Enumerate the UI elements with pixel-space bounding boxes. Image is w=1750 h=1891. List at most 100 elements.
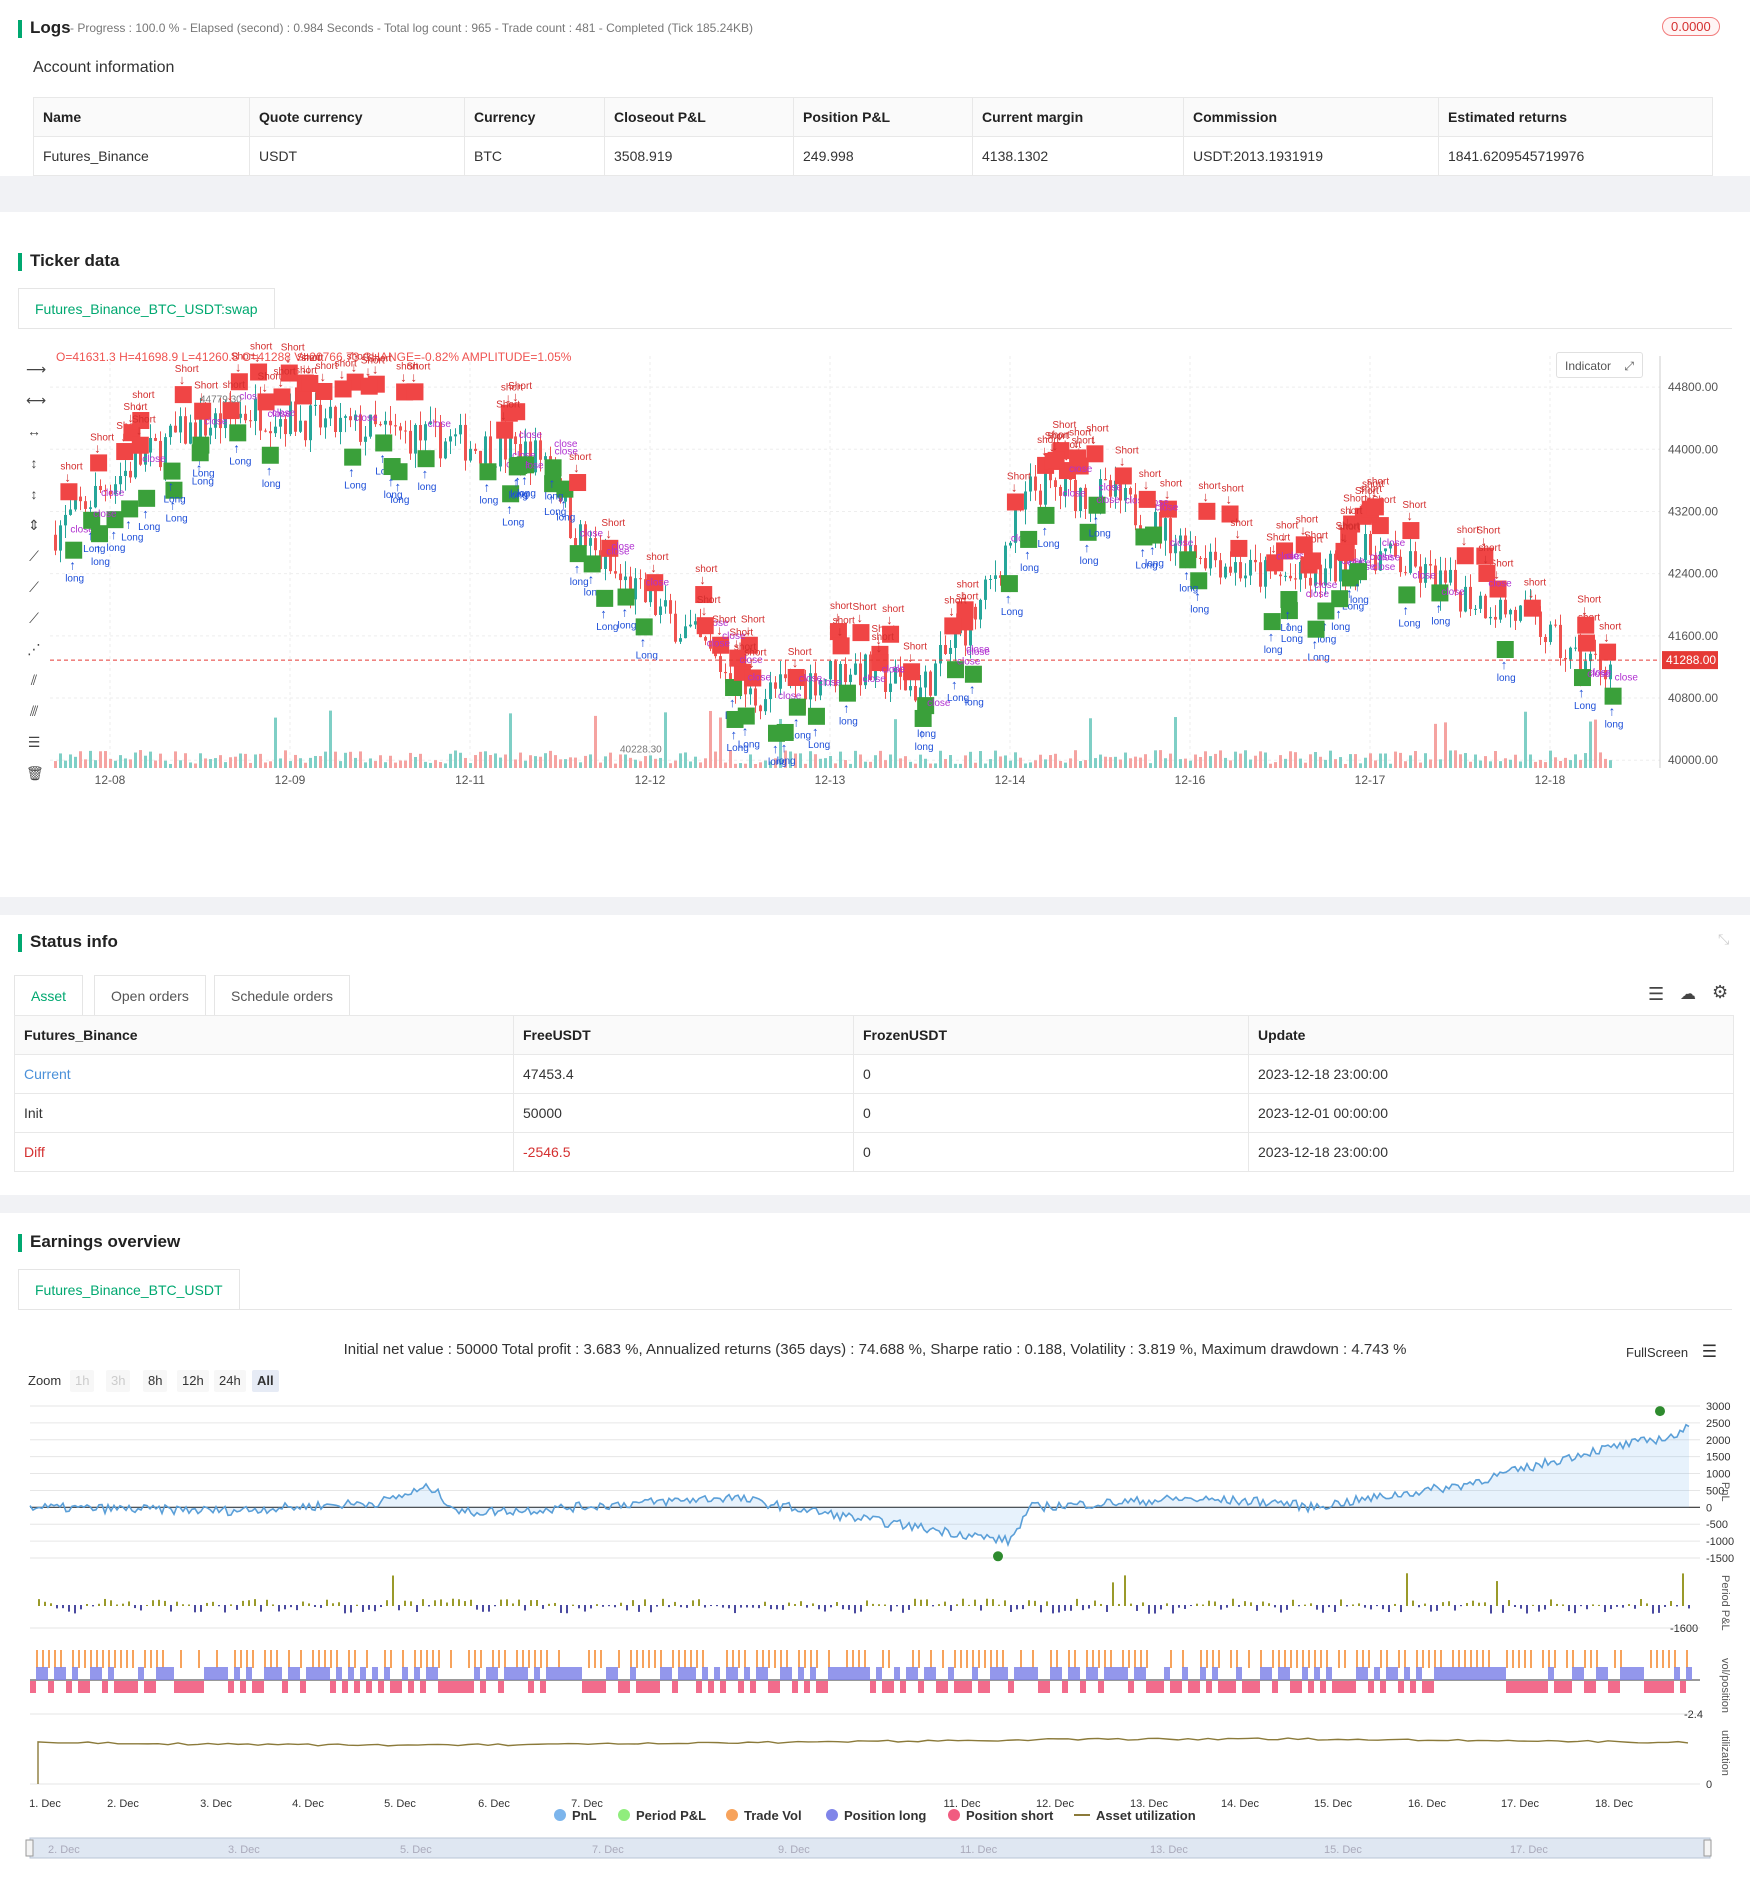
segment-line-icon[interactable]: ⟋ bbox=[29, 610, 39, 626]
period-pnl-bar bbox=[446, 1602, 448, 1606]
zoom-12h[interactable]: 12h bbox=[177, 1370, 209, 1392]
volume-bar bbox=[224, 762, 227, 768]
fullscreen-button[interactable]: FullScreen ☰ bbox=[1626, 1342, 1717, 1362]
candle-body bbox=[1184, 535, 1187, 563]
candle-body bbox=[1399, 556, 1402, 573]
candle-body bbox=[114, 484, 117, 495]
candle-body bbox=[99, 485, 102, 491]
candle-body bbox=[514, 436, 517, 445]
expand-icon[interactable]: ⤢ bbox=[1624, 359, 1634, 373]
legend-asset-utilization[interactable]: Asset utilization bbox=[1074, 1808, 1196, 1823]
period-pnl-bar bbox=[1502, 1605, 1504, 1613]
ticker-tab[interactable]: Futures_Binance_BTC_USDT:swap bbox=[18, 288, 275, 328]
trade-vol-bar bbox=[474, 1650, 476, 1668]
trade-vol-bar bbox=[42, 1650, 44, 1668]
menu-icon[interactable]: ☰ bbox=[1701, 1342, 1718, 1361]
close-signal-label: close bbox=[1370, 552, 1394, 563]
legend-position-long[interactable]: Position long bbox=[826, 1808, 926, 1823]
extended-line-icon[interactable]: ↔ bbox=[27, 423, 41, 439]
price-tick-label: 43200.00 bbox=[1668, 504, 1718, 518]
period-pnl-bar bbox=[206, 1602, 208, 1606]
candle-body bbox=[1179, 535, 1182, 544]
list-icon[interactable]: ☰ bbox=[1648, 984, 1665, 1004]
candle-body bbox=[939, 645, 942, 664]
ohlc-close: C=41288 bbox=[241, 350, 291, 364]
volume-bar bbox=[1344, 763, 1347, 768]
asset-cell[interactable]: Current bbox=[14, 1054, 514, 1094]
zoom-24h[interactable]: 24h bbox=[214, 1370, 246, 1392]
period-pnl-bar bbox=[74, 1605, 76, 1614]
short-signal-box bbox=[646, 574, 664, 592]
parallel-line-icon[interactable]: ⫽ bbox=[30, 672, 38, 688]
period-pnl-bar bbox=[1520, 1605, 1522, 1609]
candle-body bbox=[59, 525, 62, 551]
zoom-all[interactable]: All bbox=[252, 1370, 279, 1392]
down-arrow-icon: ↓ bbox=[1119, 453, 1126, 468]
fibonacci-icon[interactable]: ☰ bbox=[27, 734, 41, 750]
legend-pnl[interactable]: PnL bbox=[554, 1808, 597, 1823]
period-pnl-bar bbox=[1232, 1598, 1234, 1606]
volume-bar bbox=[1059, 760, 1062, 768]
trade-vol-bar bbox=[1542, 1650, 1544, 1668]
position-short-bar bbox=[1428, 1681, 1434, 1693]
horizontal-line-icon[interactable]: ⟶ bbox=[26, 361, 47, 377]
position-short-bar bbox=[498, 1681, 504, 1693]
position-short-bar bbox=[1146, 1681, 1152, 1693]
channel-icon[interactable]: ⫻ bbox=[29, 703, 39, 719]
close-signal-label: close bbox=[142, 454, 166, 465]
up-arrow-icon: ↑ bbox=[521, 472, 528, 487]
status-close-icon[interactable]: ⤡ bbox=[1718, 931, 1730, 947]
volume-bar bbox=[1379, 753, 1382, 768]
indicator-button[interactable]: Indicator ⤢ bbox=[1556, 352, 1643, 378]
short-signal-label: Short bbox=[712, 615, 736, 626]
candle-body bbox=[764, 699, 767, 712]
trade-vol-bar bbox=[1050, 1650, 1052, 1668]
vertical-extended-icon[interactable]: ⇕ bbox=[28, 517, 40, 533]
status-tab-open-orders[interactable]: Open orders bbox=[94, 975, 206, 1015]
trash-icon[interactable]: 🗑 bbox=[26, 765, 44, 781]
long-signal-label: long bbox=[479, 495, 498, 506]
status-tab-asset[interactable]: Asset bbox=[14, 975, 84, 1015]
price-line-icon[interactable]: ⋰ bbox=[27, 641, 41, 657]
asset-row-current: Current 47453.4 0 2023-12-18 23:00:00 bbox=[14, 1054, 1734, 1094]
period-pnl-bar bbox=[746, 1605, 748, 1608]
short-signal-label: short bbox=[1160, 479, 1182, 490]
trend-line-icon[interactable]: ⟋ bbox=[29, 548, 39, 564]
ticker-tab-line bbox=[18, 328, 1732, 329]
zoom-3h[interactable]: 3h bbox=[106, 1370, 131, 1392]
volume-bar bbox=[1579, 759, 1582, 768]
earnings-tab[interactable]: Futures_Binance_BTC_USDT bbox=[18, 1269, 240, 1309]
legend-position-short[interactable]: Position short bbox=[948, 1808, 1053, 1823]
candle-body bbox=[1084, 487, 1087, 510]
up-arrow-icon: ↑ bbox=[1578, 685, 1585, 700]
earnings-chart[interactable]: 300025002000150010005000-500-1000-1500Pn… bbox=[0, 1400, 1750, 1870]
candlestick-chart[interactable]: 44800.0044000.0043200.0042400.0041600.00… bbox=[0, 340, 1750, 820]
ray-line-icon[interactable]: ⟋ bbox=[29, 579, 39, 595]
candle-body bbox=[754, 688, 757, 706]
zoom-1h[interactable]: 1h bbox=[70, 1370, 95, 1392]
legend-period-pnl[interactable]: Period P&L bbox=[618, 1808, 706, 1823]
legend-trade-vol[interactable]: Trade Vol bbox=[726, 1808, 802, 1823]
position-long-bar bbox=[1116, 1667, 1122, 1680]
position-long-bar bbox=[1482, 1667, 1488, 1680]
trade-vol-bar bbox=[180, 1650, 182, 1668]
horizontal-ray-icon[interactable]: ⟷ bbox=[26, 392, 47, 408]
down-arrow-icon: ↓ bbox=[1041, 443, 1048, 458]
volume-bar bbox=[854, 750, 857, 768]
vertical-ray-icon[interactable]: ↕ bbox=[30, 486, 38, 502]
trade-vol-bar bbox=[1182, 1650, 1184, 1668]
trade-vol-bar bbox=[84, 1650, 86, 1668]
period-pnl-bar bbox=[1256, 1605, 1258, 1611]
trade-vol-bar bbox=[648, 1650, 650, 1668]
volume-bar bbox=[244, 753, 247, 768]
up-arrow-icon: ↑ bbox=[87, 528, 94, 543]
download-icon[interactable]: ☁ bbox=[1680, 986, 1696, 1003]
period-pnl-bar bbox=[1430, 1605, 1432, 1612]
close-signal-label: close bbox=[1314, 580, 1338, 591]
volume-bar bbox=[114, 760, 117, 768]
status-tab-schedule-orders[interactable]: Schedule orders bbox=[214, 975, 350, 1015]
vertical-line-icon[interactable]: ↕ bbox=[30, 455, 38, 471]
settings-icon[interactable]: ⚙ bbox=[1712, 982, 1729, 1002]
position-short-bar bbox=[1224, 1681, 1230, 1693]
zoom-8h[interactable]: 8h bbox=[143, 1370, 168, 1392]
